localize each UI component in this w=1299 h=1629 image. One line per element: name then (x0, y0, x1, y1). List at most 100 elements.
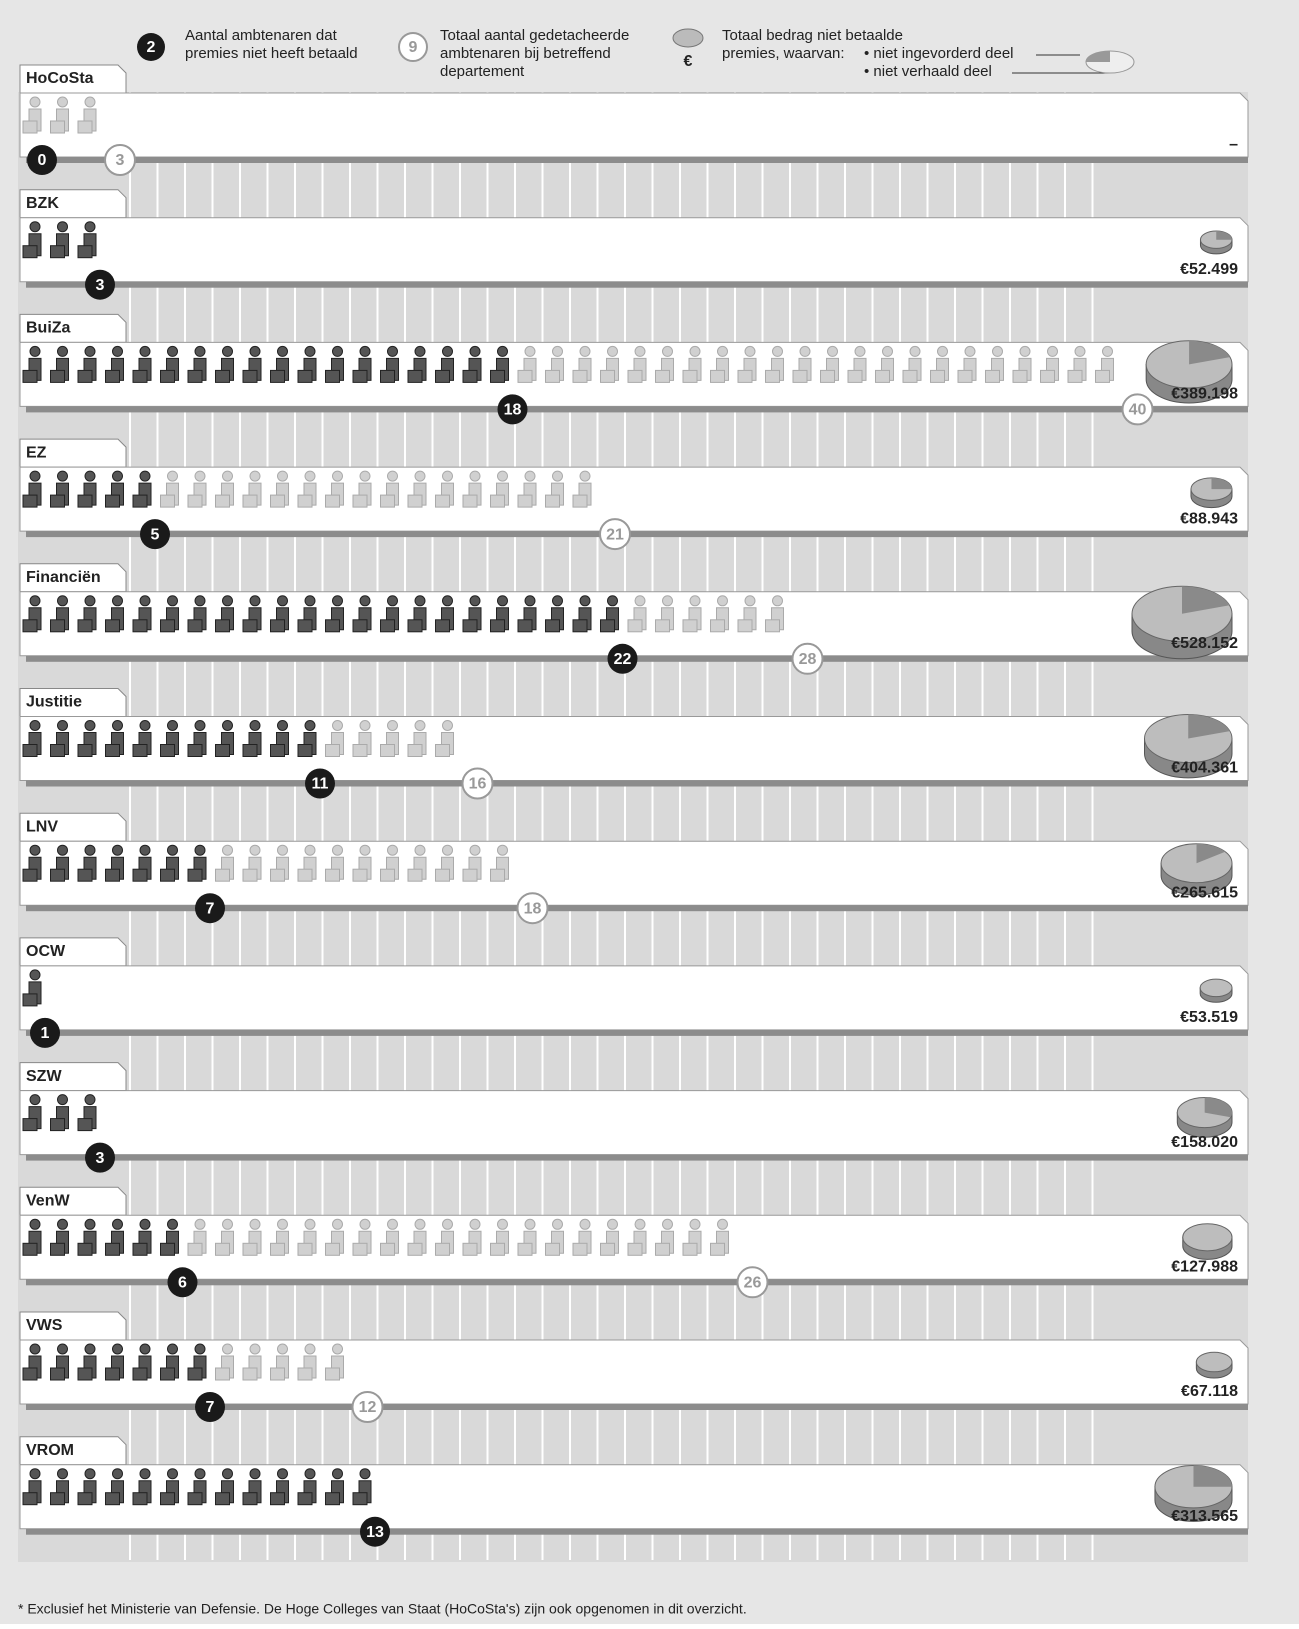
legend-text: premies niet heeft betaald (185, 45, 358, 62)
person-head (58, 721, 68, 731)
person-head (333, 845, 343, 855)
person-head (718, 346, 728, 356)
person-head (333, 596, 343, 606)
briefcase (243, 495, 257, 507)
person-head (278, 1219, 288, 1229)
person-head (580, 596, 590, 606)
briefcase (436, 495, 450, 507)
person-head (58, 1095, 68, 1105)
panel (20, 218, 1248, 282)
person-head (85, 845, 95, 855)
legend-text: • niet ingevorderd deel (864, 45, 1014, 62)
briefcase (408, 370, 422, 382)
briefcase (161, 620, 175, 632)
person-head (553, 1219, 563, 1229)
person-head (415, 596, 425, 606)
paid-count: 13 (366, 1524, 384, 1541)
person-head (388, 596, 398, 606)
briefcase (491, 1243, 505, 1255)
person-head (635, 346, 645, 356)
person-head (580, 346, 590, 356)
person-head (388, 1219, 398, 1229)
person-head (443, 346, 453, 356)
person-head (388, 845, 398, 855)
briefcase (271, 495, 285, 507)
panel-base (26, 1030, 1248, 1036)
briefcase (133, 1243, 147, 1255)
amount-label: €52.499 (1180, 261, 1238, 278)
briefcase (216, 1368, 230, 1380)
briefcase (51, 121, 65, 133)
person-head (195, 596, 205, 606)
person-head (30, 721, 40, 731)
person-head (278, 845, 288, 855)
person-head (690, 346, 700, 356)
briefcase (326, 370, 340, 382)
briefcase (326, 1368, 340, 1380)
person-head (140, 845, 150, 855)
briefcase (23, 994, 37, 1006)
person-head (910, 346, 920, 356)
person-head (58, 346, 68, 356)
briefcase (106, 1243, 120, 1255)
person-head (168, 596, 178, 606)
person-head (278, 1344, 288, 1354)
briefcase (188, 620, 202, 632)
person-head (250, 1344, 260, 1354)
person-head (223, 471, 233, 481)
briefcase (271, 745, 285, 757)
person-head (498, 346, 508, 356)
person-head (773, 346, 783, 356)
person-head (30, 1344, 40, 1354)
briefcase (491, 495, 505, 507)
briefcase (573, 370, 587, 382)
panel (20, 93, 1248, 157)
briefcase (188, 370, 202, 382)
person-head (415, 346, 425, 356)
briefcase (106, 1368, 120, 1380)
person-head (168, 721, 178, 731)
briefcase (106, 869, 120, 881)
briefcase (683, 620, 697, 632)
legend-text: Totaal bedrag niet betaalde (722, 27, 903, 44)
person-head (195, 471, 205, 481)
briefcase (133, 620, 147, 632)
person-head (663, 596, 673, 606)
briefcase (436, 370, 450, 382)
briefcase (546, 495, 560, 507)
briefcase (243, 1368, 257, 1380)
person-head (470, 471, 480, 481)
briefcase (463, 370, 477, 382)
briefcase (133, 1368, 147, 1380)
person-head (58, 1344, 68, 1354)
briefcase (546, 620, 560, 632)
person-head (30, 97, 40, 107)
briefcase (23, 370, 37, 382)
briefcase (628, 620, 642, 632)
briefcase (271, 1243, 285, 1255)
legend-text: Totaal aantal gedetacheerde (440, 27, 629, 44)
person-head (85, 346, 95, 356)
briefcase (683, 370, 697, 382)
briefcase (23, 1119, 37, 1131)
person-head (580, 471, 590, 481)
person-head (140, 596, 150, 606)
briefcase (51, 869, 65, 881)
briefcase (683, 1243, 697, 1255)
person-head (470, 346, 480, 356)
panel-base (26, 157, 1248, 163)
person-head (415, 1219, 425, 1229)
person-head (635, 596, 645, 606)
briefcase (133, 1493, 147, 1505)
person-head (58, 845, 68, 855)
briefcase (161, 1368, 175, 1380)
briefcase (573, 495, 587, 507)
person-head (360, 596, 370, 606)
person-head (415, 471, 425, 481)
briefcase (161, 370, 175, 382)
person-head (883, 346, 893, 356)
briefcase (711, 370, 725, 382)
briefcase (23, 495, 37, 507)
person-head (278, 1469, 288, 1479)
person-head (718, 596, 728, 606)
